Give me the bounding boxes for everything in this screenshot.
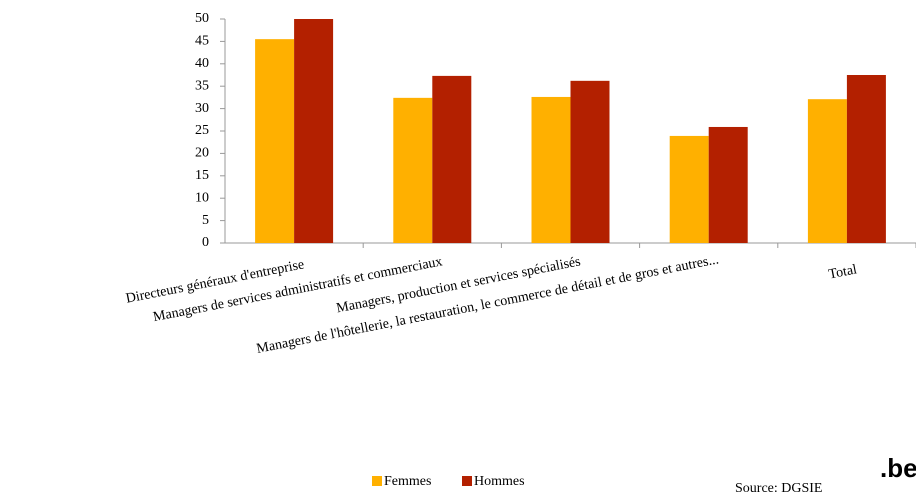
bar — [393, 97, 433, 244]
y-tick-label: 10 — [195, 190, 209, 205]
legend-label: Hommes — [474, 474, 525, 489]
y-tick-label: 15 — [195, 168, 209, 183]
y-tick-label: 0 — [202, 235, 209, 250]
x-tick-label: Managers de l'hôtellerie, la restauratio… — [255, 252, 720, 357]
y-tick-label: 45 — [195, 34, 209, 49]
logo: .be — [880, 453, 916, 483]
y-tick-label: 20 — [195, 146, 209, 161]
legend-swatch — [462, 476, 472, 486]
bar — [669, 135, 709, 243]
bar — [807, 99, 847, 243]
x-tick-label: Total — [827, 262, 858, 282]
bar — [531, 96, 571, 244]
y-tick-label: 30 — [195, 101, 209, 116]
y-tick-label: 50 — [195, 11, 209, 26]
bar — [708, 126, 748, 243]
y-tick-label: 5 — [202, 213, 209, 228]
bar — [570, 80, 610, 243]
source-note: Source: DGSIE — [735, 481, 823, 493]
bar — [432, 75, 472, 244]
y-tick-label: 40 — [195, 56, 209, 71]
y-tick-label: 35 — [195, 78, 209, 93]
bar — [255, 39, 295, 243]
y-tick-label: 25 — [195, 123, 209, 138]
bar — [294, 19, 334, 243]
bar — [846, 75, 886, 243]
legend-label: Femmes — [384, 474, 431, 489]
legend-swatch — [372, 476, 382, 486]
